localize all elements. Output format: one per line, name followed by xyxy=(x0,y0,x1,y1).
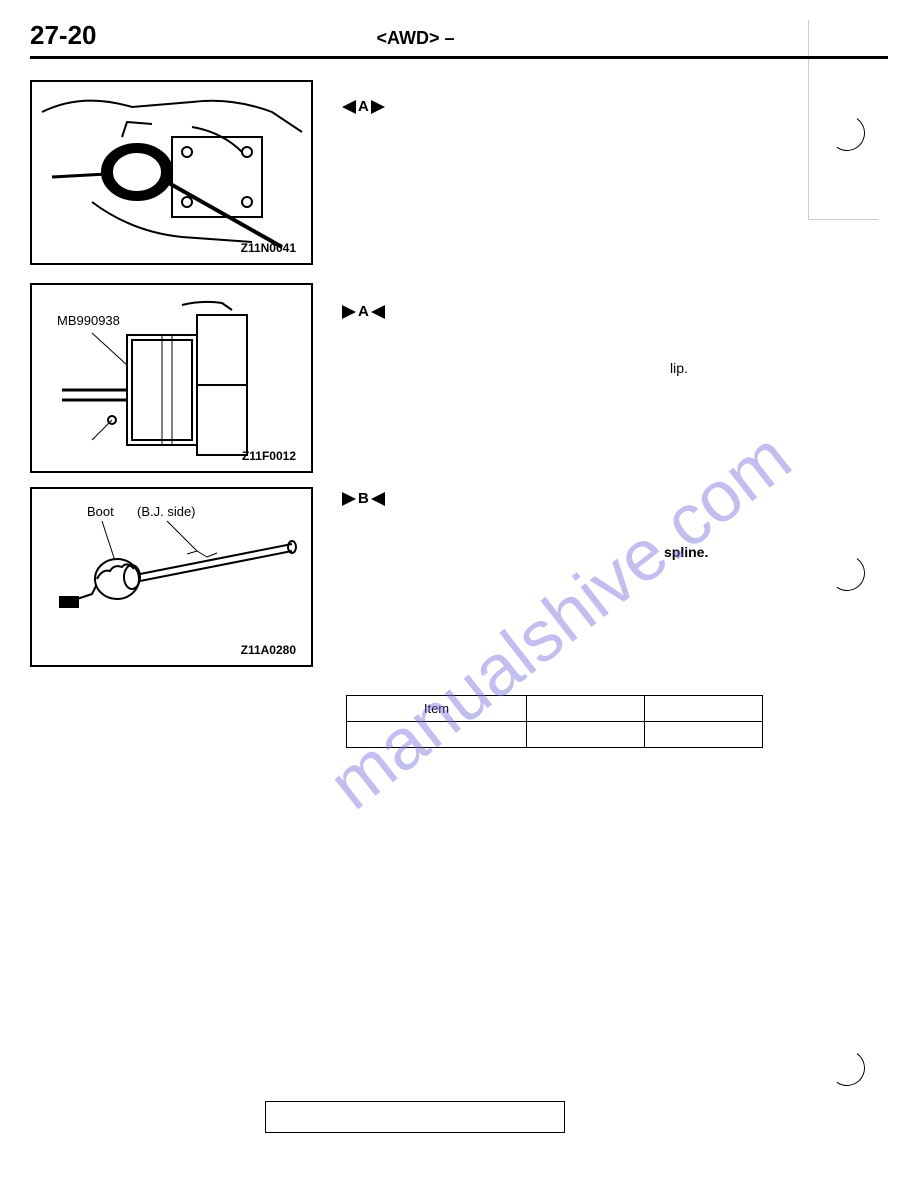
table-row xyxy=(347,722,763,748)
table-cell xyxy=(527,722,645,748)
figure-2-label: Z11F0012 xyxy=(242,449,296,463)
table-cell xyxy=(645,722,763,748)
header-title: <AWD> – xyxy=(377,28,455,49)
lip-text: lip. xyxy=(670,360,688,376)
page-curl-icon xyxy=(826,1047,868,1089)
table-header-item: Item xyxy=(347,696,527,722)
watermark: manualshive.com xyxy=(314,416,806,826)
marker-a-left: A xyxy=(342,98,385,115)
figure-1: Z11N0041 xyxy=(30,80,313,265)
figure-1-diagram xyxy=(32,82,315,267)
page-header: 27-20 <AWD> – xyxy=(30,20,888,59)
figure-3-boot-label: Boot xyxy=(87,504,114,519)
marker-a1-text: A xyxy=(358,98,369,115)
table-cell xyxy=(347,722,527,748)
figure-3-bj-label: (B.J. side) xyxy=(137,504,196,519)
bottom-box xyxy=(265,1101,565,1133)
spline-text: spline. xyxy=(664,544,708,560)
figure-3: Boot (B.J. side) Z11A0280 xyxy=(30,487,313,667)
figure-2: MB990938 Z11F0012 xyxy=(30,283,313,473)
marker-a-right: A xyxy=(342,303,385,320)
marker-b: B xyxy=(342,490,385,507)
table-header-row: Item xyxy=(347,696,763,722)
page-number: 27-20 xyxy=(30,20,97,51)
table-header-col3 xyxy=(645,696,763,722)
spec-table: Item xyxy=(346,695,763,748)
figure-1-label: Z11N0041 xyxy=(241,241,296,255)
table-header-col2 xyxy=(527,696,645,722)
page-curl-icon xyxy=(826,552,868,594)
figure-3-label: Z11A0280 xyxy=(241,643,296,657)
marker-b-text: B xyxy=(358,490,369,507)
figure-2-callout: MB990938 xyxy=(57,313,120,328)
marker-a2-text: A xyxy=(358,303,369,320)
